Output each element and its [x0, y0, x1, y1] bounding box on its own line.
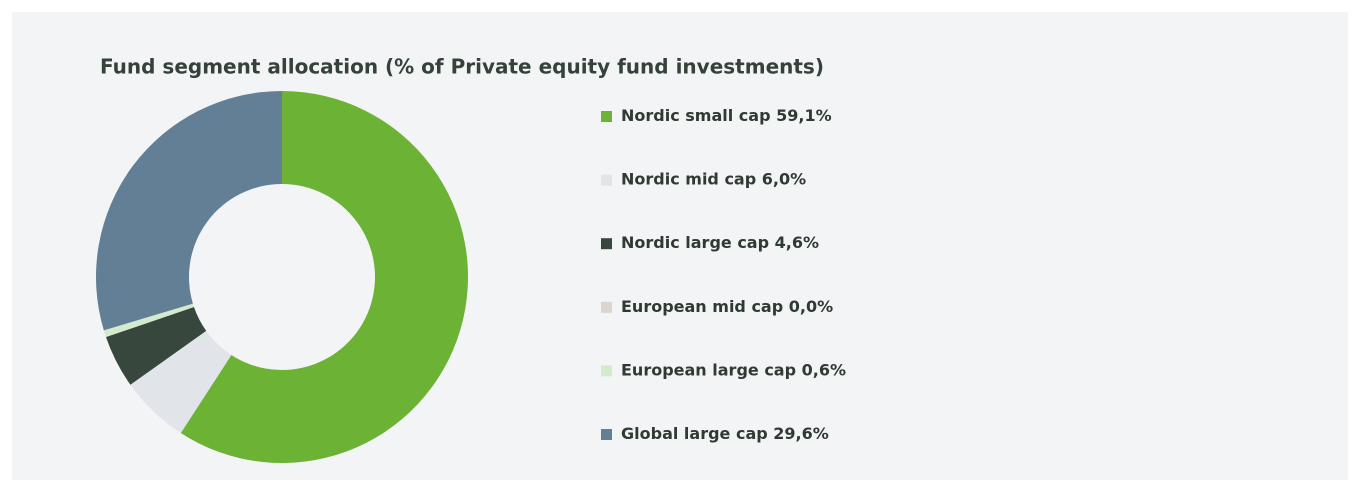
- legend-name: Nordic mid cap: [621, 169, 756, 188]
- legend-value: 29,6%: [773, 424, 829, 443]
- slice: [103, 303, 194, 338]
- slice: [180, 91, 468, 463]
- legend-label: Nordic large cap 4,6%: [621, 233, 819, 252]
- slice: [130, 330, 232, 434]
- legend-label: Nordic mid cap 6,0%: [621, 169, 806, 188]
- slice: [105, 307, 207, 385]
- legend-value: 0,0%: [789, 296, 833, 315]
- legend-label: Global large cap 29,6%: [621, 424, 829, 443]
- legend-name: European large cap: [621, 360, 796, 379]
- legend-name: European mid cap: [621, 296, 783, 315]
- legend-label: European mid cap 0,0%: [621, 296, 833, 315]
- legend-value: 0,6%: [802, 360, 846, 379]
- legend-name: Global large cap: [621, 424, 768, 443]
- legend-swatch: [601, 174, 612, 186]
- legend-swatch: [601, 111, 612, 122]
- legend-value: 6,0%: [762, 169, 806, 188]
- legend-swatch: [601, 365, 612, 377]
- legend-swatch: [601, 429, 612, 440]
- legend-label: Nordic small cap 59,1%: [621, 106, 832, 125]
- legend-value: 59,1%: [776, 106, 832, 125]
- legend-name: Nordic large cap: [621, 233, 769, 252]
- slice: [95, 91, 282, 331]
- legend-swatch: [601, 238, 612, 250]
- chart-title: Fund segment allocation (% of Private eq…: [100, 55, 824, 79]
- legend-value: 4,6%: [775, 233, 819, 252]
- legend-swatch: [601, 301, 612, 313]
- legend-label: European large cap 0,6%: [621, 360, 846, 379]
- legend-name: Nordic small cap: [621, 106, 771, 125]
